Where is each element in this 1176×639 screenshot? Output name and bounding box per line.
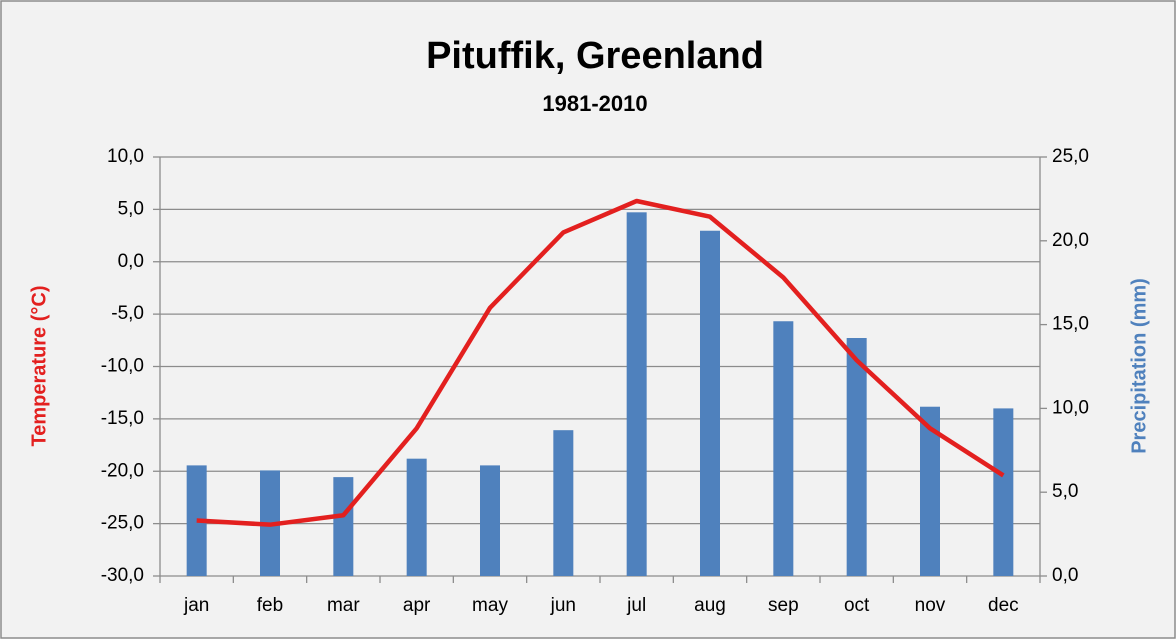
line [196, 198, 1005, 527]
bar [480, 465, 500, 576]
y2-tick-label: 25,0 [1052, 146, 1089, 167]
bar [773, 321, 794, 576]
bar [553, 430, 574, 576]
y-axis-title: Temperature (°C) [28, 286, 50, 447]
y-tick-label: 5,0 [118, 198, 144, 219]
x-tick-label: jun [550, 595, 576, 616]
y2-tick-label: 10,0 [1052, 397, 1089, 418]
y2-tick-label: 15,0 [1052, 314, 1089, 335]
chart-title: Pituffik, Greenland [426, 35, 764, 77]
x-tick-label: apr [403, 595, 431, 616]
bar [333, 477, 354, 576]
x-tick-label: mar [327, 595, 360, 616]
x-tick-label: feb [257, 595, 283, 616]
bar [626, 212, 647, 577]
x-tick-label: sep [768, 595, 799, 616]
bar [700, 230, 720, 576]
x-tick-label: oct [844, 595, 870, 616]
y-tick-label: -10,0 [101, 356, 144, 377]
y-tick-label: -15,0 [101, 408, 144, 429]
x-tick-label: aug [694, 595, 726, 616]
bar [993, 408, 1014, 576]
bar [920, 406, 940, 576]
x-tick-label: dec [988, 595, 1019, 616]
y-tick-label: -5,0 [111, 303, 144, 324]
y-tick-label: -25,0 [101, 513, 144, 534]
x-tick-label: jul [626, 595, 646, 616]
y-tick-label: -20,0 [101, 460, 144, 481]
bar [846, 338, 867, 576]
y2-tick-label: 0,0 [1052, 565, 1078, 586]
x-tick-label: nov [915, 595, 946, 616]
x-tick-label: jan [183, 595, 209, 616]
y-tick-label: -30,0 [101, 565, 144, 586]
chart-subtitle: 1981-2010 [542, 91, 647, 116]
y-tick-label: 0,0 [118, 251, 144, 272]
y-tick-label: 10,0 [107, 146, 144, 167]
y2-tick-label: 20,0 [1052, 230, 1089, 251]
x-tick-label: may [472, 595, 508, 616]
y2-axis-title: Precipitation (mm) [1128, 278, 1150, 454]
bar [406, 458, 427, 576]
y2-tick-label: 5,0 [1052, 481, 1078, 502]
